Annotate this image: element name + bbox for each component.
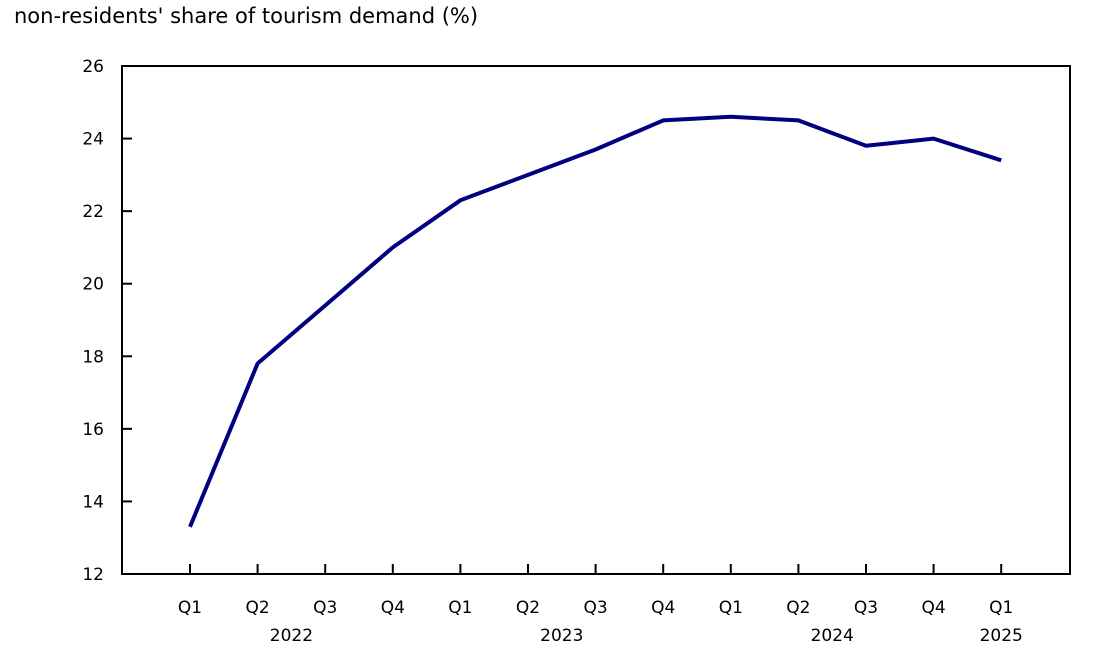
x-quarter-label: Q1: [719, 598, 743, 618]
y-tick-label: 20: [82, 275, 104, 295]
y-tick-label: 14: [82, 492, 104, 512]
x-quarter-label: Q3: [854, 598, 878, 618]
x-quarter-label: Q2: [516, 598, 540, 618]
y-tick-label: 18: [82, 347, 104, 367]
x-quarter-label: Q1: [178, 598, 202, 618]
x-quarter-label: Q4: [651, 598, 675, 618]
x-quarter-label: Q3: [583, 598, 607, 618]
x-quarter-label: Q1: [448, 598, 472, 618]
x-axis: Q1 Q2 Q3 Q4 Q1 Q2 Q3 Q4 Q1 Q2 Q3 Q4 Q1 2022 2023 2024 20…: [178, 564, 1023, 646]
data-series-line: [188, 114, 1002, 528]
x-quarter-label: Q4: [381, 598, 405, 618]
y-tick-label: 22: [82, 202, 104, 222]
chart-title: non-residents' share of tourism demand (…: [14, 4, 479, 28]
x-year-label: 2025: [980, 626, 1023, 646]
y-tick-label: 26: [82, 57, 104, 77]
x-quarter-label: Q4: [921, 598, 945, 618]
x-year-label: 2024: [811, 626, 854, 646]
plot-frame: [121, 65, 1071, 575]
x-quarter-label: Q2: [786, 598, 810, 618]
y-tick-label: 24: [82, 130, 104, 150]
x-quarter-label: Q3: [313, 598, 337, 618]
y-tick-label: 12: [82, 565, 104, 585]
x-quarter-label: Q2: [245, 598, 269, 618]
x-year-label: 2022: [270, 626, 313, 646]
x-year-label: 2023: [540, 626, 583, 646]
y-tick-label: 16: [82, 420, 104, 440]
x-quarter-label: Q1: [989, 598, 1013, 618]
y-axis: 12 14 16 18 20 22 24 26: [82, 57, 132, 585]
